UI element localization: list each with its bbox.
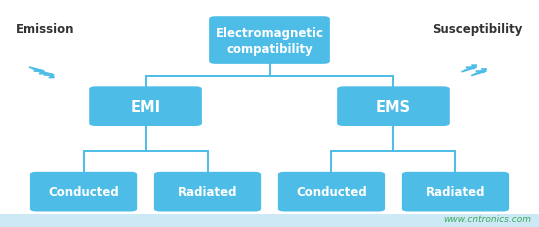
Text: Radiated: Radiated [178,185,237,198]
FancyBboxPatch shape [209,17,330,65]
Text: Susceptibility: Susceptibility [432,23,523,36]
Text: Electromagnetic
compatibility: Electromagnetic compatibility [216,26,323,55]
Text: EMI: EMI [130,99,161,114]
FancyBboxPatch shape [337,87,450,126]
Text: Conducted: Conducted [48,185,119,198]
Text: EMS: EMS [376,99,411,114]
FancyBboxPatch shape [89,87,202,126]
FancyBboxPatch shape [154,172,261,212]
Text: Conducted: Conducted [296,185,367,198]
Text: Radiated: Radiated [426,185,485,198]
FancyBboxPatch shape [278,172,385,212]
Text: Emission: Emission [16,23,75,36]
Bar [0,215,539,227]
Text: www.cntronics.com: www.cntronics.com [443,214,531,223]
FancyBboxPatch shape [402,172,509,212]
FancyBboxPatch shape [30,172,137,212]
